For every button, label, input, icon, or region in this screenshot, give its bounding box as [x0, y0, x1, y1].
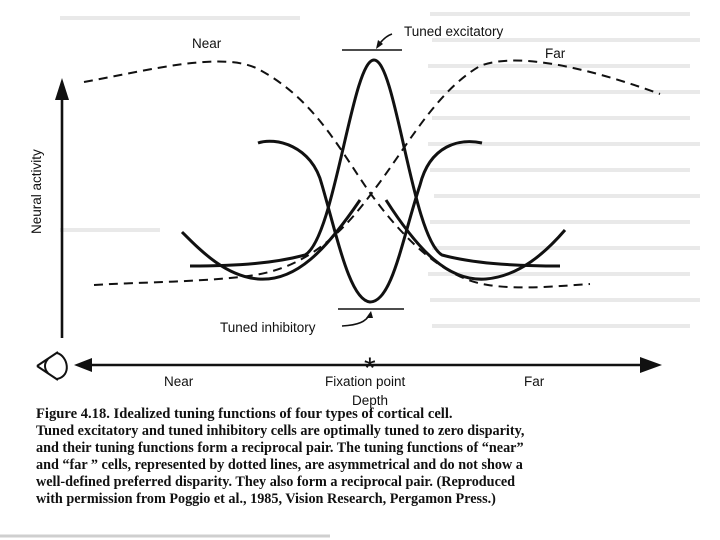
eye-icon [36, 351, 68, 381]
neural-activity-label: Neural activity [29, 149, 44, 234]
fixation-marker: * [364, 352, 376, 385]
trough-pointer [338, 308, 404, 327]
neural-activity-axis [55, 78, 69, 338]
depth-axis [74, 357, 662, 373]
far-solid-segment [384, 199, 567, 281]
peak-pointer [342, 33, 402, 51]
depth-far-label: Far [524, 374, 545, 389]
figure-caption: Figure 4.18. Idealized tuning functions … [36, 406, 686, 508]
near-solid-segment [180, 199, 362, 281]
caption-line: with permission from Poggio et al., 1985… [36, 491, 496, 507]
tuned-excitatory-label: Tuned excitatory [404, 24, 504, 39]
tuned-excitatory-curve [189, 58, 561, 268]
caption-line: Tuned excitatory and tuned inhibitory ce… [36, 423, 525, 439]
caption-line: and “far ” cells, represented by dotted … [36, 457, 523, 473]
depth-arrowhead-right [640, 357, 662, 373]
axis-arrowhead-up [55, 78, 69, 100]
depth-arrowhead-left [74, 358, 92, 372]
far-curve-label: Far [545, 46, 566, 61]
depth-axis-label: Depth [352, 393, 388, 408]
depth-near-label: Near [164, 374, 194, 389]
tuned-inhibitory-label: Tuned inhibitory [220, 320, 316, 335]
near-curve-label: Near [192, 36, 222, 51]
near-cell-curve [83, 60, 591, 289]
tuned-inhibitory-curve [257, 139, 483, 304]
caption-title: Figure 4.18. Idealized tuning functions … [36, 406, 453, 422]
caption-line: well-defined preferred disparity. They a… [36, 474, 516, 490]
far-cell-curve [93, 59, 661, 286]
caption-line: and their tuning functions form a recipr… [36, 440, 524, 456]
page-bleed-through [60, 12, 700, 328]
fixation-point-label: Fixation point [325, 374, 406, 389]
